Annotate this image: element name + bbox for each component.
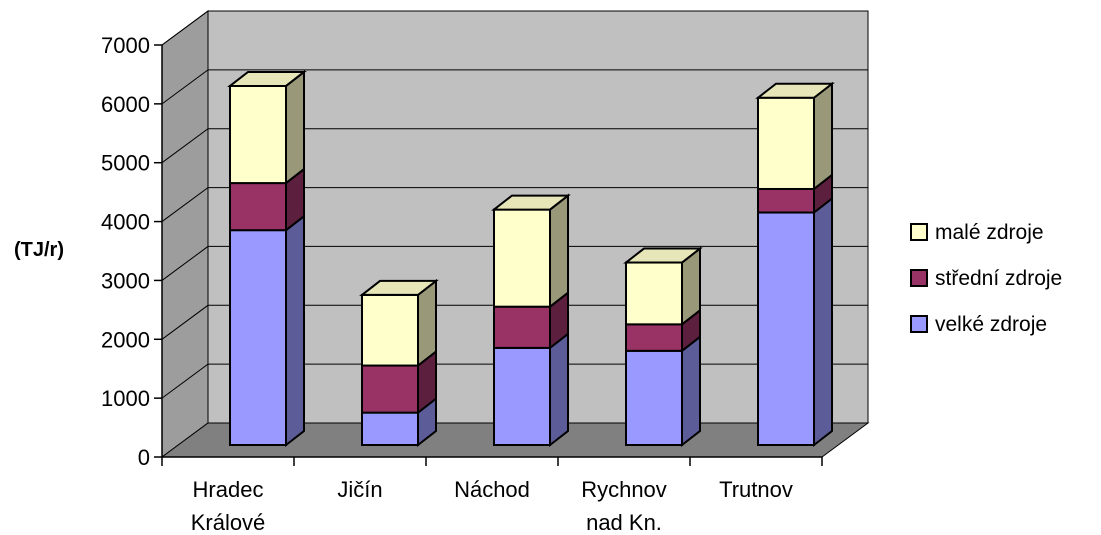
bar-segment-velké-zdroje bbox=[493, 331, 569, 448]
axes bbox=[154, 44, 823, 466]
bar-segment-malé-zdroje bbox=[491, 193, 571, 309]
bar-front-face bbox=[625, 349, 683, 447]
bar-side-face bbox=[681, 334, 701, 448]
bar-front-face bbox=[493, 208, 551, 308]
bar-front-face bbox=[625, 261, 683, 326]
x-category-label: Hradec bbox=[193, 477, 264, 502]
side-wall bbox=[161, 10, 209, 458]
bar-front-face bbox=[229, 229, 287, 446]
gridline bbox=[161, 69, 868, 105]
bar-front-face bbox=[757, 211, 815, 446]
bar-segment-velké-zdroje bbox=[757, 196, 833, 448]
y-tick-label: 3000 bbox=[101, 268, 150, 293]
bar-segment-střední-zdroje bbox=[361, 349, 437, 415]
bar-segment-malé-zdroje bbox=[227, 69, 307, 186]
bar-segment-velké-zdroje bbox=[229, 214, 305, 448]
bar-front-face bbox=[757, 187, 815, 214]
y-tick-label: 1000 bbox=[101, 386, 150, 411]
legend-label: střední zdroje bbox=[935, 267, 1062, 290]
bar-front-face bbox=[625, 323, 683, 352]
bar-segment-malé-zdroje bbox=[755, 81, 835, 192]
bar-top-face bbox=[491, 194, 571, 211]
bar-side-face bbox=[285, 69, 305, 186]
legend-swatch bbox=[910, 315, 928, 333]
y-tick-label: 2000 bbox=[101, 327, 150, 352]
bar-segment-malé-zdroje bbox=[623, 246, 703, 327]
bar-front-face bbox=[229, 182, 287, 232]
bar-side-face bbox=[549, 331, 569, 448]
legend-swatch bbox=[910, 223, 928, 241]
x-category-label: Trutnov bbox=[719, 477, 793, 502]
legend-box bbox=[903, 207, 1093, 357]
bar-top-face bbox=[359, 279, 439, 296]
x-category-label: Jičín bbox=[337, 477, 382, 502]
y-tick-label: 5000 bbox=[101, 151, 150, 176]
bar-side-face bbox=[285, 214, 305, 448]
bar-segment-střední-zdroje bbox=[229, 167, 305, 233]
x-category-label: Rychnov bbox=[581, 477, 667, 502]
bar-segment-malé-zdroje bbox=[359, 278, 439, 368]
legend: malé zdroje střední zdroje velké zdroje bbox=[903, 207, 1093, 357]
y-tick-label: 7000 bbox=[101, 33, 150, 58]
y-tick-labels: 0 1000 2000 3000 4000 5000 6000 7000 bbox=[101, 33, 150, 470]
bar-front-face bbox=[229, 84, 287, 185]
bar-front-face bbox=[493, 346, 551, 446]
x-category-label: nad Kn. bbox=[586, 510, 662, 535]
bar-side-face bbox=[549, 193, 569, 309]
legend-swatch bbox=[910, 269, 928, 287]
bar-side-face bbox=[813, 196, 833, 448]
y-tick-label: 0 bbox=[138, 445, 150, 470]
gridline bbox=[161, 10, 868, 46]
bar-front-face bbox=[361, 364, 419, 414]
bar-top-face bbox=[227, 70, 307, 87]
bar-segment-střední-zdroje bbox=[493, 290, 569, 350]
bar-front-face bbox=[361, 411, 419, 446]
gridline bbox=[161, 128, 868, 164]
x-category-label: Králové bbox=[191, 510, 266, 535]
bar-front-face bbox=[361, 293, 419, 367]
bar-side-face bbox=[813, 81, 833, 192]
x-category-label: Náchod bbox=[454, 477, 530, 502]
bar-segment-velké-zdroje bbox=[625, 334, 701, 448]
legend-label: malé zdroje bbox=[935, 221, 1044, 244]
legend-label: velké zdroje bbox=[935, 313, 1047, 336]
y-axis-label: (TJ/r) bbox=[14, 239, 64, 261]
y-tick-label: 4000 bbox=[101, 210, 150, 235]
gridline bbox=[161, 245, 868, 281]
x-category-labels: Hradec Králové Jičín Náchod Rychnov nad Kn. Tr… bbox=[191, 477, 793, 535]
bar-front-face bbox=[757, 96, 815, 190]
bar-front-face bbox=[493, 305, 551, 349]
bars bbox=[227, 69, 835, 448]
bar-top-face bbox=[623, 247, 703, 264]
gridline bbox=[161, 187, 868, 222]
bar-top-face bbox=[755, 82, 835, 99]
y-tick-label: 6000 bbox=[101, 92, 150, 117]
bar-segment-střední-zdroje bbox=[625, 308, 701, 353]
